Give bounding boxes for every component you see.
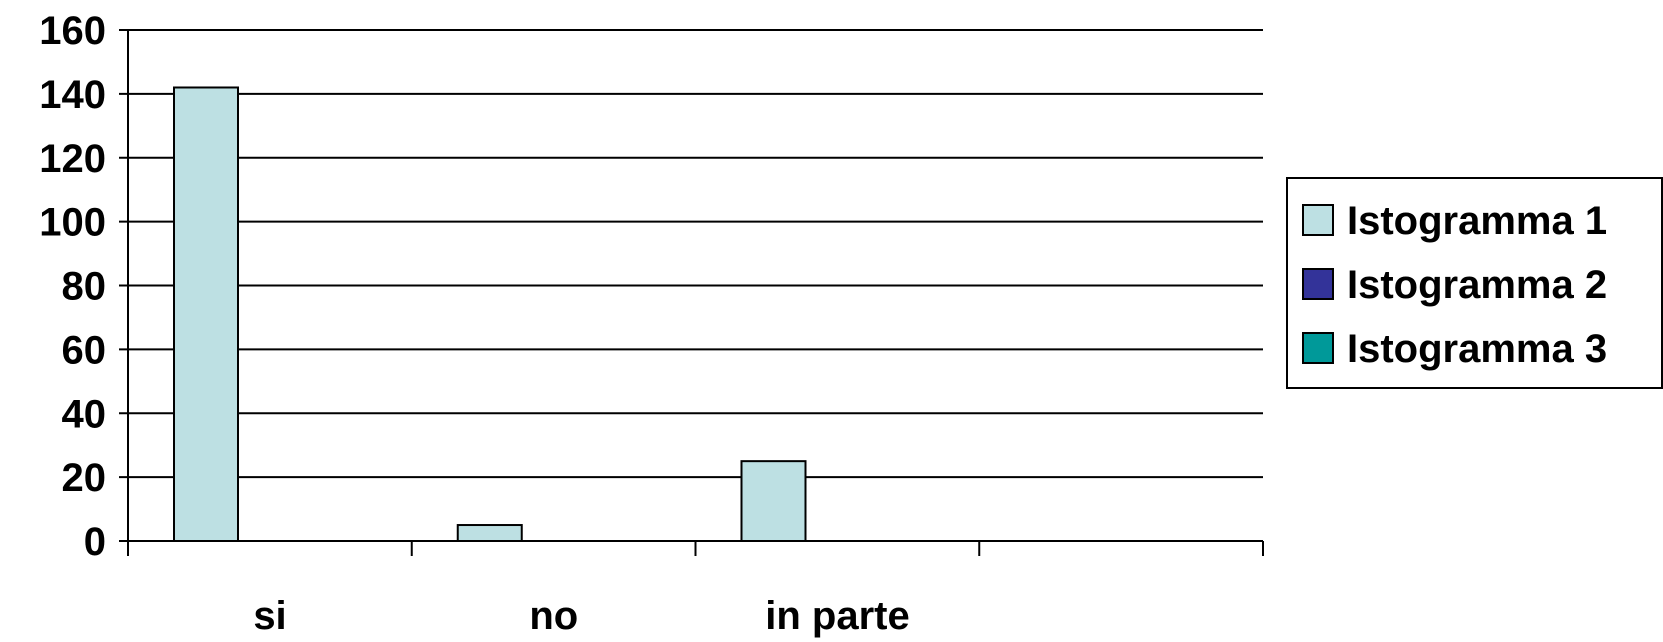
legend-swatch xyxy=(1302,332,1334,364)
y-tick-label: 40 xyxy=(62,392,107,436)
category-label: no xyxy=(529,594,578,638)
y-tick-label: 100 xyxy=(39,201,106,245)
y-tick-label: 0 xyxy=(84,520,106,564)
y-tick-label: 80 xyxy=(62,265,107,309)
bar xyxy=(456,524,523,542)
category-label: si xyxy=(253,594,286,638)
y-tick-label: 20 xyxy=(62,456,107,500)
gridlines xyxy=(128,29,1263,479)
y-tick-labels: 0 20 40 60 80 100 120 140 160 xyxy=(39,9,106,564)
legend-swatch xyxy=(1302,268,1334,300)
y-tick-label: 140 xyxy=(39,73,106,117)
y-tick-label: 120 xyxy=(39,137,106,181)
axes xyxy=(119,29,1264,556)
category-label: in parte xyxy=(765,594,909,638)
legend-label: Istogramma 3 xyxy=(1347,327,1607,371)
legend: Istogramma 1 Istogramma 2 Istogramma 3 xyxy=(1286,177,1663,389)
legend-box xyxy=(1286,177,1663,389)
bar xyxy=(740,460,807,542)
y-tick-label: 160 xyxy=(39,9,106,53)
y-tick-label: 60 xyxy=(62,328,107,372)
bars xyxy=(173,86,807,543)
legend-label: Istogramma 1 xyxy=(1347,199,1607,243)
legend-swatch xyxy=(1302,204,1334,236)
legend-label: Istogramma 2 xyxy=(1347,263,1607,307)
bar xyxy=(173,86,239,543)
category-labels: si no in parte xyxy=(253,594,909,638)
